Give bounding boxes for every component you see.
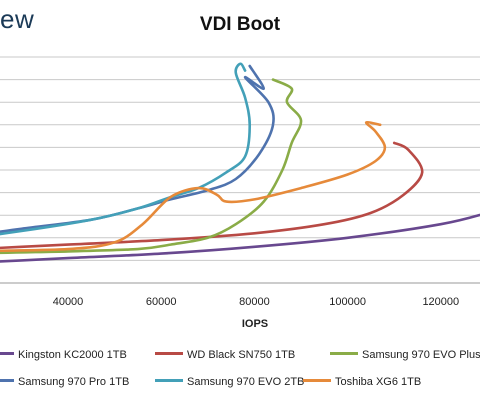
- logo-fragment: ew: [0, 4, 35, 34]
- legend-item: Samsung 970 EVO Plus: [330, 349, 480, 363]
- series-line-6: [0, 120, 387, 253]
- series-line-3: [0, 78, 303, 255]
- series-line-5: [0, 62, 251, 236]
- legend-label: Kingston KC2000 1TB: [18, 349, 127, 361]
- legend-label: Samsung 970 EVO 2TB: [187, 376, 305, 388]
- x-tick-label: 100000: [329, 296, 366, 308]
- legend-item: Toshiba XG6 1TB: [303, 376, 421, 390]
- x-tick-label: 40000: [53, 296, 84, 308]
- legend-swatch: [0, 351, 14, 355]
- x-tick-label: 60000: [146, 296, 177, 308]
- legend-swatch: [155, 351, 183, 355]
- legend-swatch: [0, 378, 14, 382]
- series-line-1: [0, 213, 480, 263]
- legend-label: Toshiba XG6 1TB: [335, 376, 422, 388]
- legend-swatch: [303, 378, 331, 382]
- legend-item: Kingston KC2000 1TB: [0, 349, 127, 363]
- x-axis-label: IOPS: [241, 318, 269, 330]
- series-line-4: [0, 64, 275, 234]
- legend-item: WD Black SN750 1TB: [155, 349, 295, 363]
- x-tick-label: 80000: [239, 296, 270, 308]
- x-tick-label: 120000: [422, 296, 459, 308]
- chart-title: VDI Boot: [199, 14, 281, 35]
- legend-label: Samsung 970 Pro 1TB: [18, 376, 130, 388]
- series-line-2: [0, 141, 424, 250]
- legend-label: WD Black SN750 1TB: [187, 349, 296, 361]
- legend-label: Samsung 970 EVO Plus: [362, 349, 480, 361]
- legend-item: Samsung 970 EVO 2TB: [155, 376, 304, 390]
- legend-swatch: [155, 378, 183, 382]
- legend-swatch: [330, 351, 358, 355]
- legend-item: Samsung 970 Pro 1TB: [0, 376, 129, 390]
